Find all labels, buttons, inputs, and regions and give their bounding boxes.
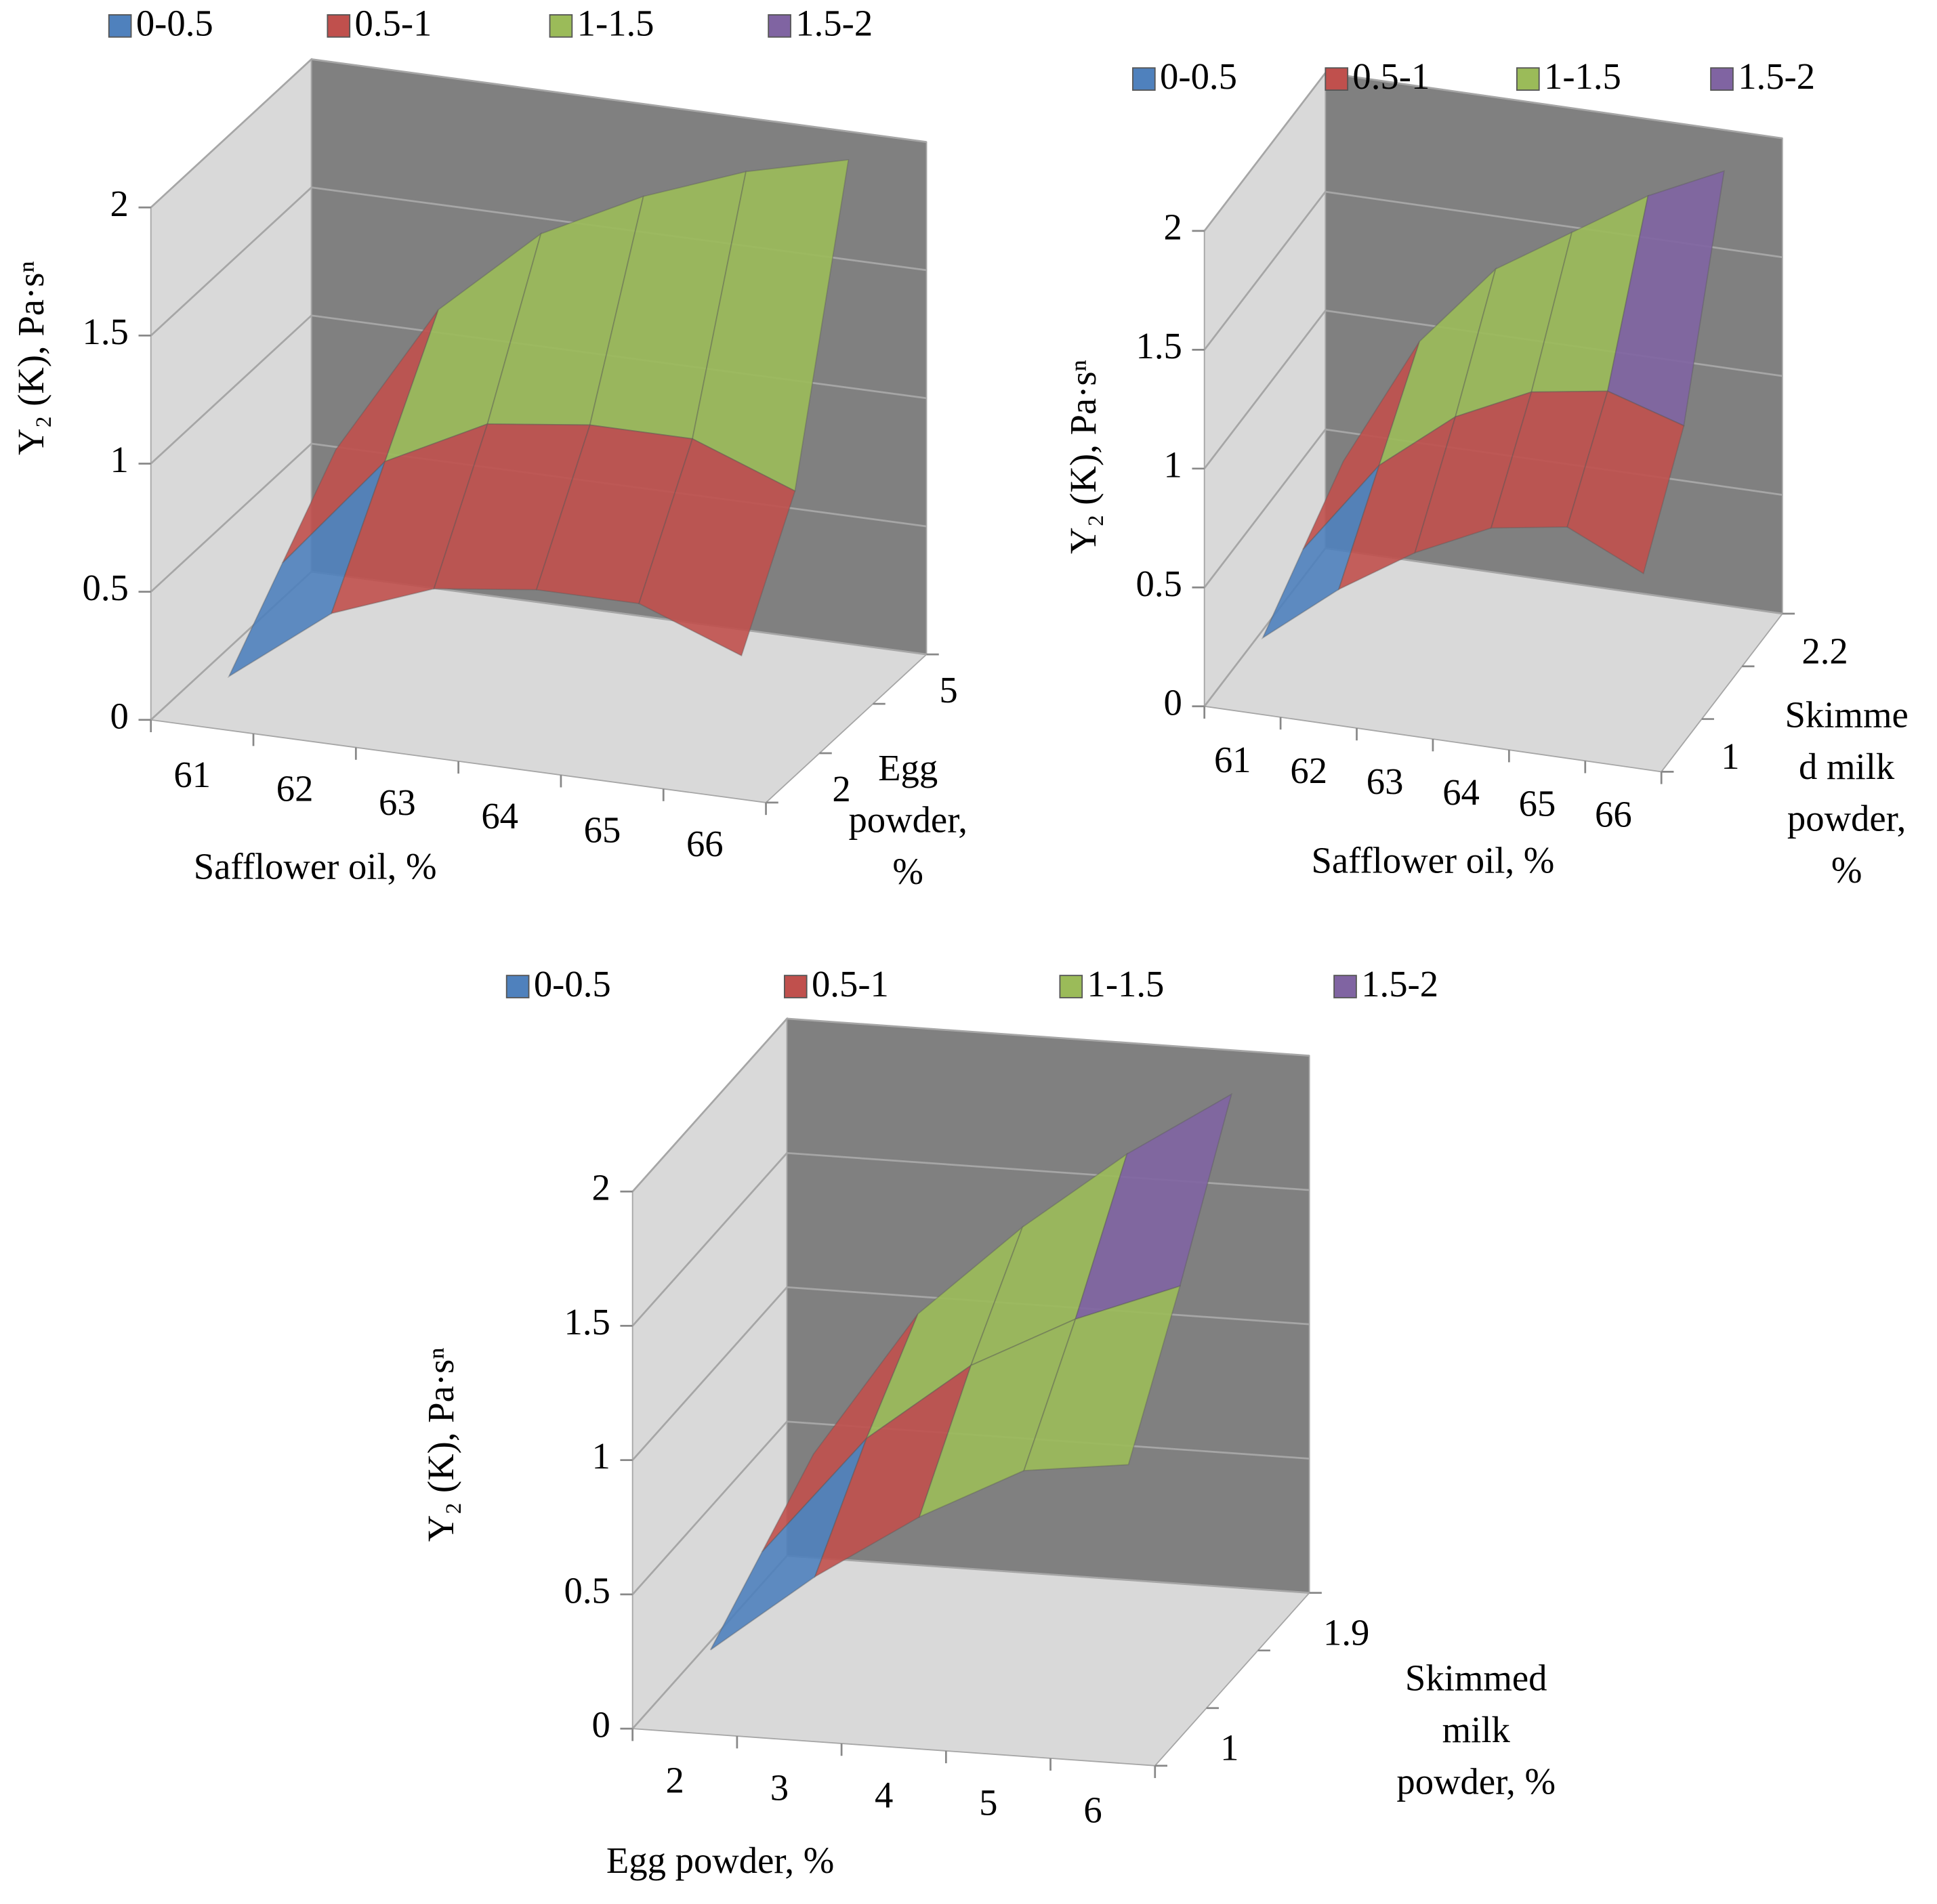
legend-swatch [1516, 67, 1540, 91]
y-tick-label: 1 [110, 439, 129, 480]
x-tick-label: 61 [1214, 739, 1251, 780]
x-tick-label: 64 [481, 795, 518, 837]
depth-axis-label: powder, % [1396, 1761, 1556, 1802]
y-tick-label: 0 [110, 695, 129, 736]
x-tick-label: 63 [1367, 761, 1404, 802]
x-tick-label: 62 [276, 767, 314, 809]
x-axis-label: Safflower oil, % [194, 846, 437, 887]
depth-tick-label: 1 [1220, 1727, 1238, 1769]
y-tick-label: 2 [591, 1167, 610, 1208]
x-axis-label: Egg powder, % [606, 1840, 834, 1881]
x-tick-label: 66 [686, 823, 724, 864]
x-tick-label: 2 [666, 1760, 684, 1801]
y-tick-label: 1.5 [564, 1301, 610, 1342]
y-tick-label: 2 [1164, 206, 1182, 247]
legend-swatch [1132, 67, 1156, 91]
depth-axis-label: Egg [878, 747, 938, 788]
legend-swatch [1710, 67, 1734, 91]
x-tick-label: 4 [875, 1775, 893, 1816]
grid-line [631, 1017, 1310, 1193]
legend-label: 0-0.5 [534, 963, 611, 1004]
y-tick-label: 0.5 [564, 1569, 610, 1611]
x-tick-label: 63 [379, 782, 416, 823]
x-tick-label: 5 [979, 1782, 997, 1823]
depth-tick-label: 1 [1721, 736, 1739, 777]
depth-axis-label: % [892, 851, 923, 892]
x-tick-label: 61 [173, 754, 211, 795]
y-axis-label: Y₂ (K), Pa·sⁿ [1062, 360, 1104, 554]
y-axis-label: Y₂ (K), Pa·sⁿ [10, 261, 51, 455]
y-tick-label: 1.5 [1136, 325, 1182, 366]
legend-swatch [1325, 67, 1349, 91]
y-tick-label: 2 [110, 183, 129, 224]
legend-swatch [1333, 975, 1357, 998]
surface-cell [638, 438, 796, 657]
legend-label: 0.5-1 [354, 3, 432, 44]
depth-axis-label: % [1831, 849, 1862, 891]
depth-tick-label: 2.2 [1801, 630, 1848, 671]
depth-axis-label: powder, [848, 799, 967, 840]
legend-swatch [768, 14, 791, 38]
y-tick-label: 1 [591, 1435, 610, 1477]
y-tick-label: 1.5 [83, 311, 129, 352]
y-axis-label: Y₂ (K), Pa·sⁿ [420, 1347, 461, 1542]
depth-tick-label: 2 [832, 768, 850, 809]
y-tick-label: 1 [1164, 444, 1182, 485]
legend-label: 0-0.5 [1160, 56, 1237, 97]
x-tick-label: 66 [1595, 793, 1632, 834]
y-tick-label: 0.5 [1136, 563, 1182, 604]
legend-label: 1.5-2 [1361, 963, 1438, 1004]
x-tick-label: 3 [770, 1767, 789, 1808]
x-tick-label: 65 [584, 809, 621, 850]
depth-tick-label: 1.9 [1323, 1612, 1369, 1653]
x-tick-label: 65 [1519, 782, 1556, 824]
depth-axis-label: milk [1442, 1709, 1511, 1750]
legend-label: 1-1.5 [1544, 56, 1621, 97]
y-tick-label: 0.5 [83, 567, 129, 608]
y-tick-label: 0 [1164, 681, 1182, 723]
legend-swatch [327, 14, 351, 38]
surface-cell [1566, 390, 1685, 575]
legend-swatch [549, 14, 573, 38]
surface-cell [1023, 1285, 1181, 1472]
x-tick-label: 6 [1083, 1789, 1102, 1830]
legend-label: 1.5-2 [1738, 56, 1815, 97]
depth-axis-label: Skimmed [1405, 1657, 1547, 1698]
legend-label: 1.5-2 [795, 3, 873, 44]
y-tick-label: 0 [591, 1704, 610, 1746]
depth-tick-label: 5 [939, 669, 957, 711]
legend-label: 1-1.5 [1087, 963, 1165, 1004]
x-axis-label: Safflower oil, % [1312, 840, 1555, 881]
depth-axis-label: Skimme [1785, 694, 1908, 736]
legend-label: 0.5-1 [812, 963, 889, 1004]
legend-label: 0-0.5 [136, 3, 213, 44]
legend-swatch [783, 975, 808, 998]
grid-line [150, 58, 927, 209]
legend-swatch [1059, 975, 1083, 998]
legend-label: 0.5-1 [1352, 56, 1430, 97]
grid-line [631, 1420, 1310, 1595]
x-tick-label: 62 [1290, 750, 1327, 791]
depth-axis-label: d milk [1799, 746, 1895, 787]
surface-cell [1606, 170, 1725, 427]
x-tick-label: 64 [1442, 771, 1480, 813]
legend-swatch [108, 14, 132, 38]
legend-swatch [505, 975, 530, 998]
legend-label: 1-1.5 [577, 3, 654, 44]
depth-axis-label: powder, [1787, 798, 1906, 839]
